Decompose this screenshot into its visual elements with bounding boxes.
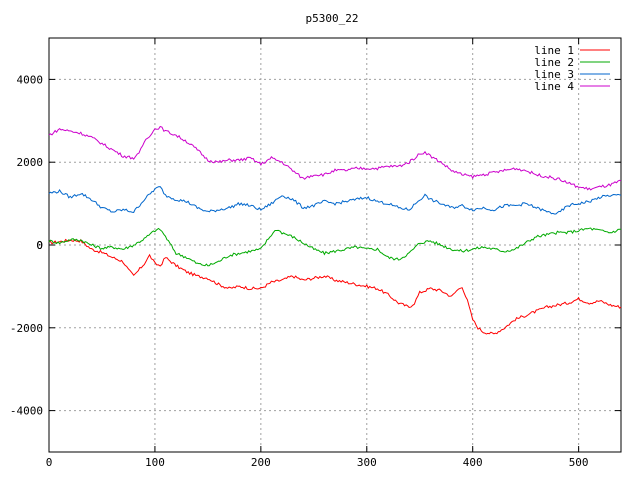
grid	[49, 38, 621, 452]
chart-title: p5300_22	[306, 12, 359, 25]
legend-label: line 2	[534, 56, 574, 69]
x-tick-label: 100	[145, 456, 165, 469]
y-tick-label: -2000	[10, 322, 43, 335]
axes	[48, 37, 622, 453]
series-line-3	[48, 186, 622, 215]
legend-label: line 3	[534, 68, 574, 81]
legend-label: line 4	[534, 80, 574, 93]
x-tick-label: 300	[357, 456, 377, 469]
y-tick-label: 2000	[17, 156, 44, 169]
series-line-4	[48, 125, 622, 191]
x-tick-label: 200	[251, 456, 271, 469]
y-tick-label: 0	[36, 239, 43, 252]
series-line-2	[48, 227, 621, 267]
y-tick-label: -4000	[10, 405, 43, 418]
series-line-1	[48, 238, 622, 335]
x-tick-label: 400	[463, 456, 483, 469]
x-tick-label: 500	[569, 456, 589, 469]
x-tick-label: 0	[46, 456, 53, 469]
legend-label: line 1	[534, 44, 574, 57]
y-tick-label: 0	[36, 239, 43, 252]
series-lines	[48, 125, 622, 335]
y-tick-label: 4000	[17, 73, 44, 86]
